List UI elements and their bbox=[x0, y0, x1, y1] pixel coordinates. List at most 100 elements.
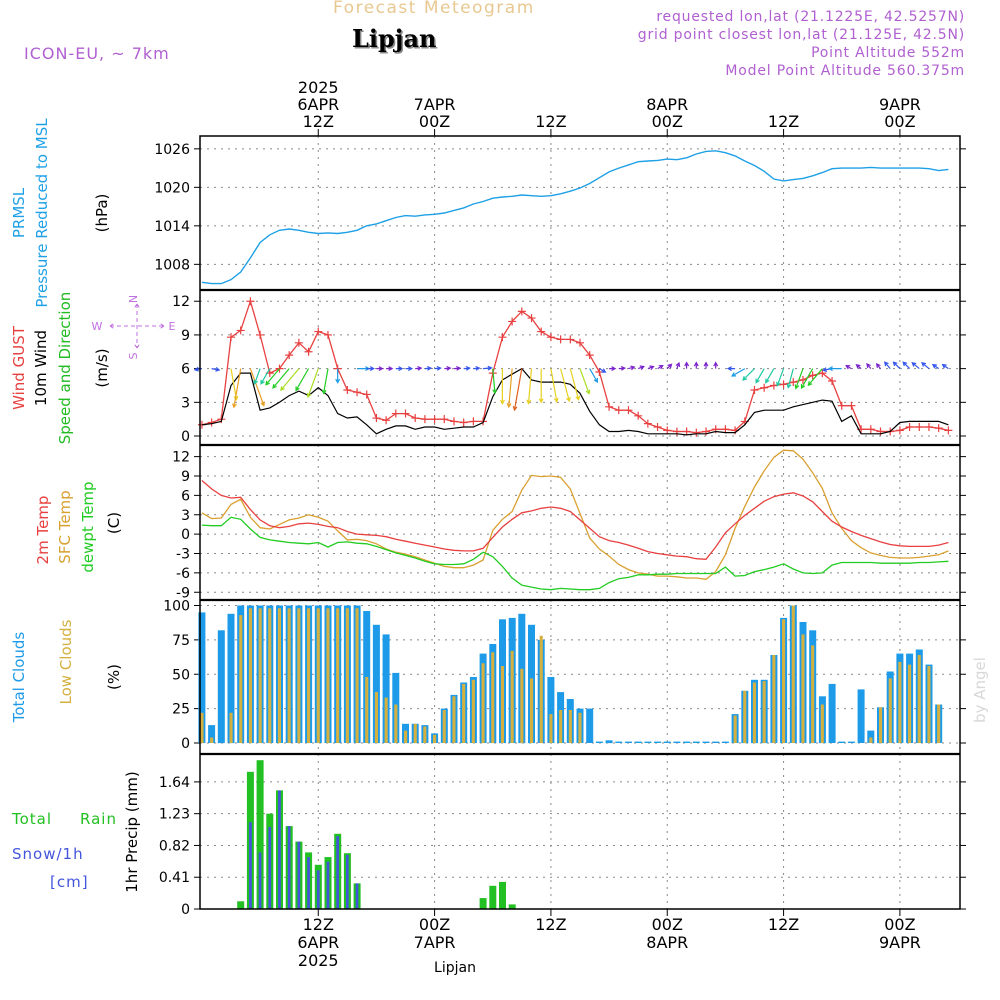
low-cloud-bar bbox=[210, 737, 214, 743]
gust-marker bbox=[449, 417, 458, 426]
wind-direction-arrow bbox=[666, 363, 673, 370]
compass-north: N bbox=[127, 295, 140, 303]
wind-direction-arrow bbox=[765, 368, 775, 384]
rain-bar bbox=[499, 881, 506, 909]
temp-2m-label: 2m Temp bbox=[34, 496, 52, 565]
total-cloud-bar bbox=[654, 741, 662, 743]
low-cloud-bar bbox=[898, 661, 902, 743]
wind-unit: (m/s) bbox=[93, 348, 111, 387]
gust-marker bbox=[227, 333, 236, 342]
wind-direction-arrow bbox=[693, 361, 699, 369]
wind-direction-arrow bbox=[875, 363, 881, 369]
low-cloud-bar bbox=[442, 710, 446, 743]
snow-bar bbox=[336, 836, 339, 909]
wind-direction-arrow bbox=[637, 365, 645, 370]
bottom-axis-hour: 12Z bbox=[768, 915, 799, 934]
gust-marker bbox=[779, 380, 788, 389]
wind-direction-arrow bbox=[272, 368, 290, 389]
gust-marker bbox=[304, 347, 313, 356]
gust-marker bbox=[508, 317, 517, 326]
low-cloud-bar bbox=[297, 608, 301, 744]
wind-direction-arrow bbox=[776, 368, 785, 387]
low-cloud-bar bbox=[811, 645, 815, 743]
gust-marker bbox=[382, 416, 391, 425]
wind-direction-arrow bbox=[911, 361, 920, 370]
low-cloud-bar bbox=[510, 650, 514, 743]
wind-direction-arrow bbox=[579, 368, 591, 395]
pressure-label: Pressure Reduced to MSL bbox=[33, 118, 51, 308]
low-cloud-bar bbox=[520, 668, 524, 744]
y-tick-label: 3 bbox=[181, 508, 190, 524]
wind-direction-arrow bbox=[628, 365, 636, 371]
low-cloud-bar bbox=[908, 664, 912, 743]
low-cloud-bar bbox=[365, 677, 369, 743]
gust-marker bbox=[760, 383, 769, 392]
low-cloud-bar bbox=[820, 704, 824, 743]
wind-direction-arrow bbox=[589, 368, 599, 384]
total-cloud-bar bbox=[625, 741, 632, 743]
gust-marker bbox=[546, 333, 555, 342]
dewpoint-line bbox=[201, 516, 949, 591]
wind-direction-arrow bbox=[366, 366, 375, 372]
gust-marker bbox=[866, 425, 875, 434]
top-axis-hour: 12Z bbox=[535, 112, 566, 131]
wind-direction-arrow bbox=[453, 365, 462, 371]
wind-speed-line bbox=[201, 367, 949, 436]
rain-label: Total bbox=[11, 810, 52, 828]
wind-direction-arrow bbox=[883, 361, 891, 369]
gust-marker bbox=[314, 327, 323, 336]
gust-marker bbox=[721, 425, 730, 434]
bottom-axis-date: 9APR bbox=[879, 933, 921, 952]
bottom-axis-date: 8APR bbox=[646, 933, 688, 952]
y-tick-label: 6 bbox=[181, 488, 190, 504]
gust-line bbox=[201, 299, 949, 434]
snow-bar bbox=[249, 822, 252, 909]
total-cloud-bar bbox=[857, 689, 865, 743]
low-cloud-bar bbox=[287, 608, 291, 744]
wind-direction-arrow bbox=[492, 368, 498, 395]
low-cloud-bar bbox=[404, 730, 408, 743]
gust-marker bbox=[517, 307, 526, 316]
wind-direction-arrow bbox=[657, 364, 664, 370]
wind-direction-arrow bbox=[405, 366, 414, 372]
top-axis-date: 9APR bbox=[879, 95, 921, 114]
temp-2m-line bbox=[201, 480, 949, 560]
total-cloud-bar bbox=[208, 725, 216, 743]
temp-unit: (C) bbox=[105, 512, 123, 534]
wind-direction-arrow bbox=[538, 368, 544, 404]
top-axis-hour: 00Z bbox=[419, 112, 450, 131]
wind-direction-arrow bbox=[569, 368, 581, 401]
wind-direction-arrow bbox=[800, 368, 814, 390]
wind-direction-arrow bbox=[386, 366, 394, 372]
wind-direction-arrow bbox=[376, 366, 384, 372]
y-tick-label: 6 bbox=[181, 362, 190, 378]
gust-marker bbox=[624, 406, 633, 415]
bottom-axis-hour: 00Z bbox=[884, 915, 915, 934]
low-cloud-bar bbox=[549, 714, 553, 743]
gust-marker bbox=[498, 333, 507, 342]
gust-marker bbox=[566, 335, 575, 344]
gust-marker bbox=[343, 385, 352, 394]
low-cloud-bar bbox=[762, 681, 766, 743]
gust-marker bbox=[895, 426, 904, 435]
wind-direction-arrow bbox=[684, 361, 690, 369]
low-cloud-bar bbox=[345, 608, 349, 744]
low-cloud-bar bbox=[374, 692, 378, 743]
y-tick-label: 0 bbox=[181, 527, 190, 543]
low-cloud-bar bbox=[530, 678, 534, 743]
low-cloud-bar bbox=[539, 635, 543, 744]
low-clouds-label: Low Clouds bbox=[57, 619, 75, 704]
wind-direction-arrow bbox=[335, 368, 341, 384]
rain-bar bbox=[508, 904, 516, 909]
pressure-unit: (hPa) bbox=[93, 194, 111, 233]
low-cloud-bar bbox=[452, 696, 456, 744]
snow-label: Snow/1h bbox=[12, 845, 84, 863]
snow-bar bbox=[287, 826, 291, 909]
total-cloud-bar bbox=[198, 612, 206, 743]
gust-marker bbox=[769, 381, 778, 390]
location-title: Lipjan bbox=[352, 24, 437, 53]
model-label: ICON-EU, ~ 7km bbox=[24, 44, 170, 63]
grid-point: grid point closest lon,lat (21.125E, 42.… bbox=[637, 27, 965, 43]
total-cloud-bar bbox=[595, 741, 603, 743]
top-axis-year: 2025 bbox=[298, 78, 339, 97]
